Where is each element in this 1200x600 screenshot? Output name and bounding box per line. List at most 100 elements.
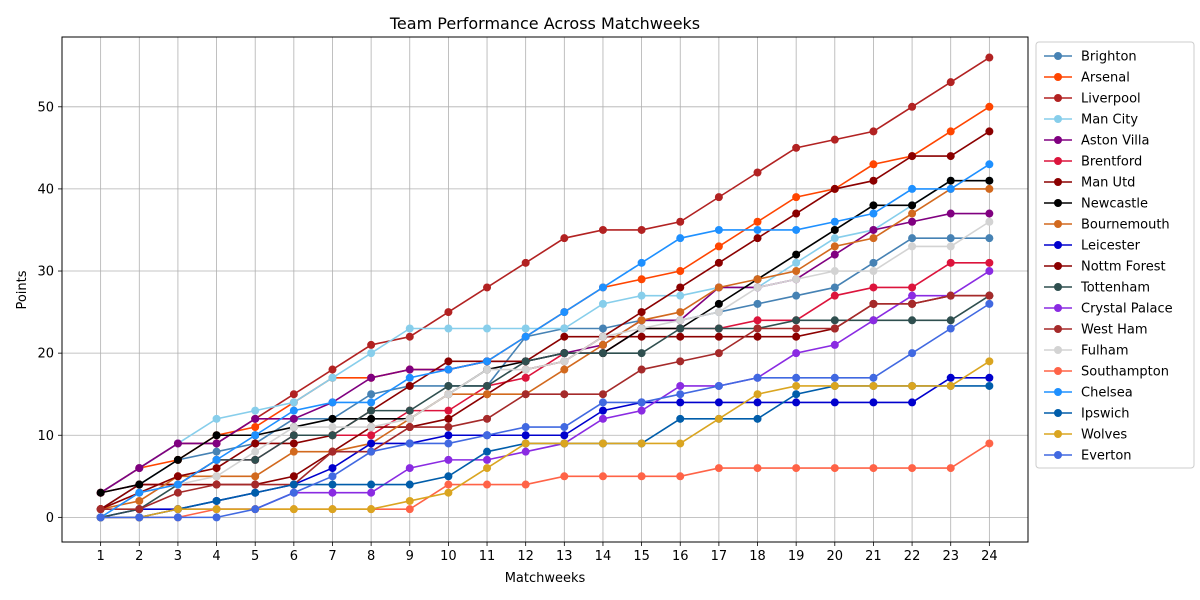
legend-label: Fulham	[1081, 344, 1129, 359]
data-point	[521, 365, 530, 374]
chart-title: Team Performance Across Matchweeks	[389, 14, 700, 33]
y-tick-label: 20	[37, 347, 54, 362]
data-point	[560, 349, 569, 358]
data-point	[869, 373, 878, 382]
data-point	[598, 414, 607, 423]
data-point	[637, 308, 646, 317]
series-line	[100, 188, 990, 510]
data-point	[676, 390, 685, 399]
legend-label: Ipswich	[1081, 407, 1130, 422]
legend-item: Leicester	[1044, 239, 1141, 254]
data-point	[289, 414, 298, 423]
data-point	[985, 267, 994, 276]
data-point	[830, 398, 839, 407]
data-point	[483, 365, 492, 374]
data-point	[483, 431, 492, 440]
legend-label: Leicester	[1081, 239, 1141, 254]
y-tick-label: 40	[37, 182, 54, 197]
data-point	[830, 381, 839, 390]
x-tick-label: 2	[135, 549, 143, 564]
legend-item: Man Utd	[1044, 176, 1135, 191]
data-point	[714, 464, 723, 473]
legend-label: Man City	[1081, 113, 1138, 128]
legend-item: Nottm Forest	[1044, 260, 1166, 275]
data-point	[598, 332, 607, 341]
data-point	[405, 439, 414, 448]
data-point	[985, 217, 994, 226]
data-point	[637, 439, 646, 448]
data-point	[405, 365, 414, 374]
data-point	[869, 398, 878, 407]
legend-label: Brentford	[1081, 155, 1142, 170]
x-tick-label: 17	[711, 549, 728, 564]
legend-item: Bournemouth	[1044, 218, 1170, 233]
data-point	[830, 373, 839, 382]
x-tick-label: 10	[440, 549, 457, 564]
data-point	[908, 381, 917, 390]
legend-marker	[1054, 115, 1062, 123]
data-point	[444, 324, 453, 333]
legend-label: Newcastle	[1081, 197, 1148, 212]
x-tick-label: 19	[788, 549, 805, 564]
data-point	[714, 258, 723, 267]
y-tick-label: 0	[46, 511, 54, 526]
data-point	[289, 423, 298, 432]
data-point	[830, 340, 839, 349]
data-point	[367, 505, 376, 514]
data-point	[173, 472, 182, 481]
data-point	[598, 299, 607, 308]
x-tick-label: 3	[174, 549, 182, 564]
data-point	[405, 414, 414, 423]
data-point	[521, 324, 530, 333]
series-16	[96, 160, 994, 522]
data-point	[985, 184, 994, 193]
data-point	[96, 488, 105, 497]
legend-label: Aston Villa	[1081, 134, 1150, 149]
data-point	[830, 217, 839, 226]
legend-item: Aston Villa	[1044, 134, 1150, 149]
data-point	[637, 225, 646, 234]
data-point	[251, 439, 260, 448]
ticks: 1 2 3 4 5 6 7 8 9 10 11 12 13 14 15 16 17 18 19 20 21 22 23 240…	[37, 100, 997, 564]
legend-label: Nottm Forest	[1081, 260, 1166, 275]
data-point	[135, 505, 144, 514]
data-point	[985, 102, 994, 111]
data-point	[289, 398, 298, 407]
legend-label: West Ham	[1081, 323, 1148, 338]
legend-marker	[1054, 262, 1062, 270]
data-point	[483, 283, 492, 292]
data-point	[869, 283, 878, 292]
data-point	[946, 209, 955, 218]
data-point	[560, 332, 569, 341]
data-point	[444, 390, 453, 399]
data-point	[367, 488, 376, 497]
legend-label: Brighton	[1081, 50, 1137, 65]
data-point	[521, 373, 530, 382]
data-point	[598, 472, 607, 481]
data-point	[676, 398, 685, 407]
series-line	[100, 221, 990, 519]
data-point	[908, 242, 917, 251]
data-point	[869, 299, 878, 308]
data-point	[714, 324, 723, 333]
data-point	[869, 464, 878, 473]
legend-box	[1035, 41, 1195, 469]
data-point	[830, 316, 839, 325]
data-point	[869, 225, 878, 234]
data-point	[367, 390, 376, 399]
data-point	[173, 488, 182, 497]
data-point	[598, 439, 607, 448]
legend-marker	[1054, 178, 1062, 186]
legend-label: Chelsea	[1081, 386, 1133, 401]
data-point	[560, 423, 569, 432]
data-point	[289, 472, 298, 481]
legend-marker	[1054, 304, 1062, 312]
data-point	[289, 390, 298, 399]
data-point	[792, 464, 801, 473]
data-point	[405, 381, 414, 390]
series-line	[100, 294, 990, 510]
data-point	[328, 423, 337, 432]
data-point	[869, 176, 878, 185]
data-point	[869, 267, 878, 276]
data-point	[560, 390, 569, 399]
